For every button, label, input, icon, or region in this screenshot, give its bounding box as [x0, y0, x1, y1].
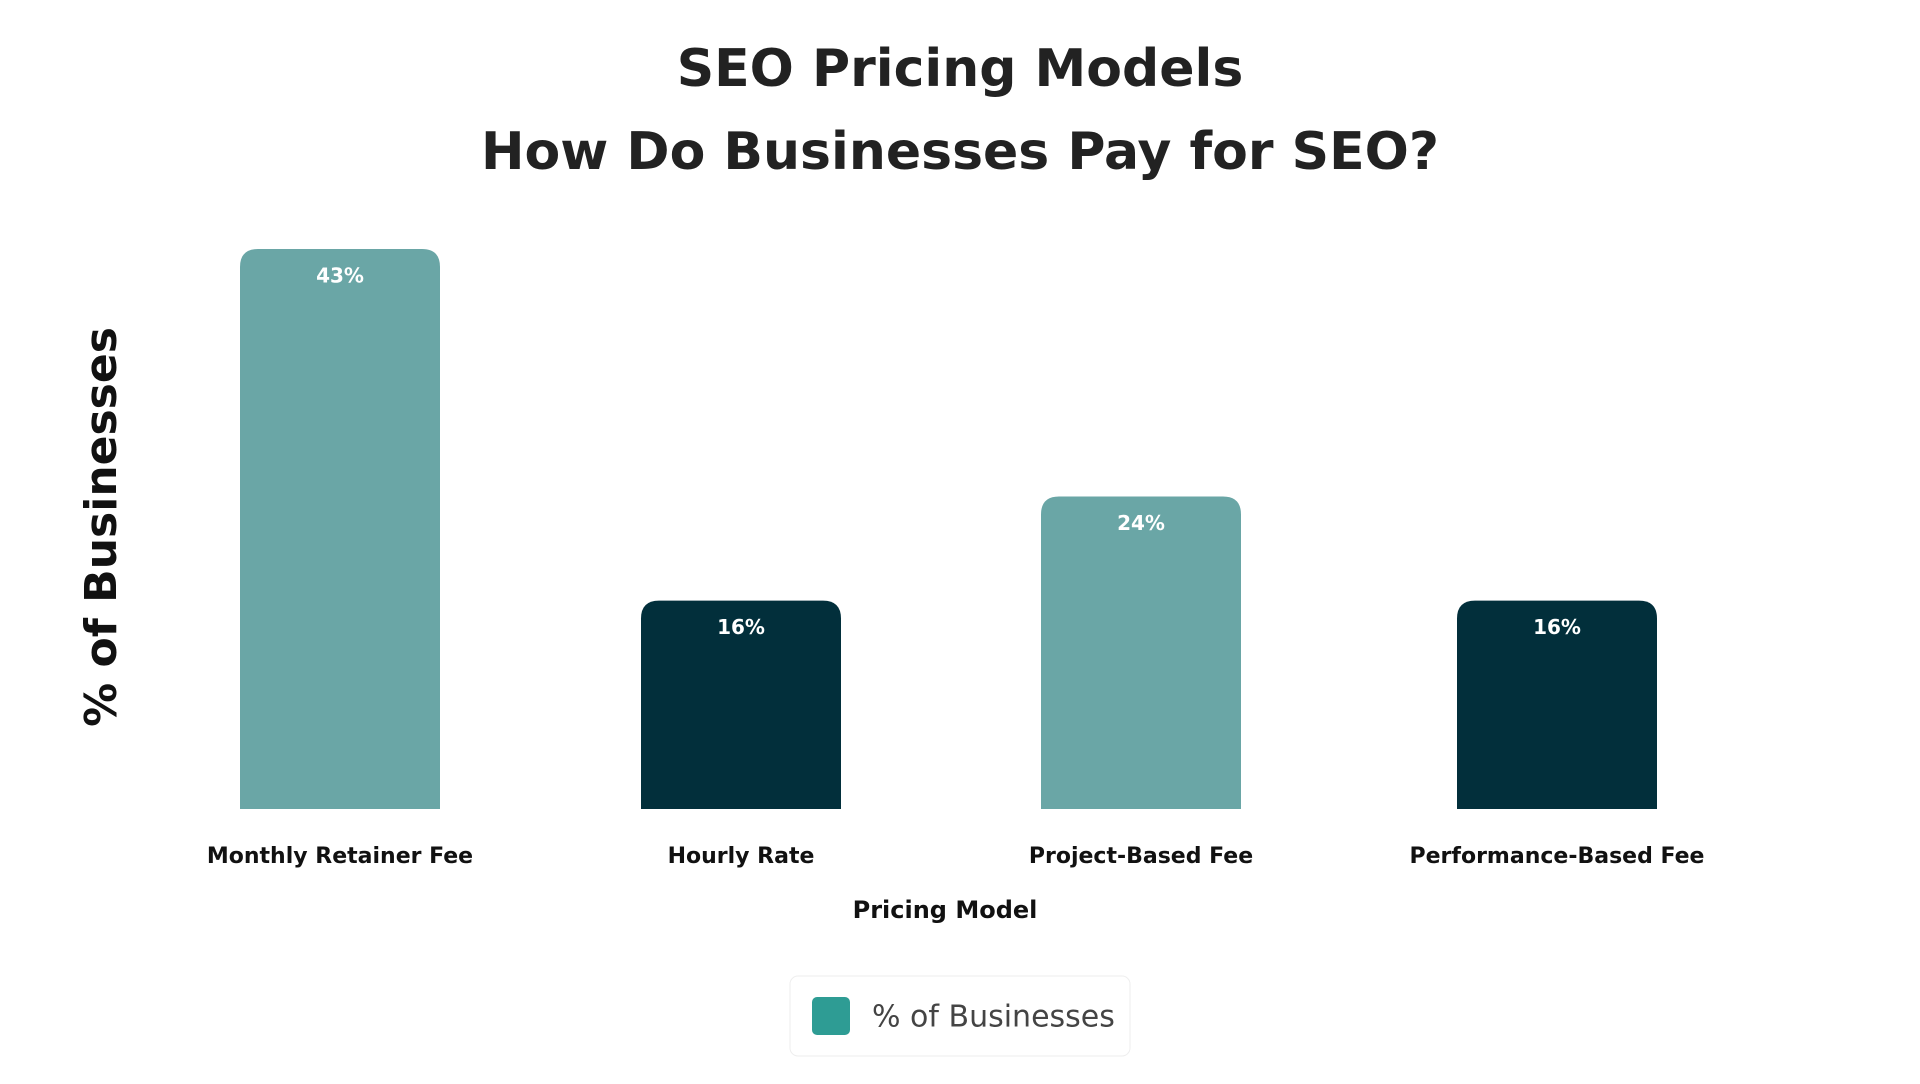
value-label: 24% [1117, 511, 1165, 535]
value-label: 16% [1533, 615, 1581, 639]
bar [1457, 600, 1657, 809]
chart-subtitle: How Do Businesses Pay for SEO? [481, 122, 1439, 182]
x-tick-label: Monthly Retainer Fee [207, 844, 473, 869]
legend-swatch [812, 997, 850, 1035]
y-axis-label: % of Businesses [76, 327, 127, 727]
bar [1041, 496, 1241, 809]
x-axis-label: Pricing Model [853, 896, 1038, 924]
x-tick-label: Performance-Based Fee [1410, 844, 1705, 869]
legend-label: % of Businesses [872, 1000, 1115, 1035]
x-tick-label: Project-Based Fee [1029, 844, 1253, 869]
chart-title: SEO Pricing Models [677, 39, 1244, 99]
value-label: 16% [717, 615, 765, 639]
value-label: 43% [316, 264, 364, 288]
bar [641, 600, 841, 809]
legend-box [789, 975, 1131, 1057]
bar [240, 249, 440, 809]
x-tick-label: Hourly Rate [668, 844, 815, 869]
